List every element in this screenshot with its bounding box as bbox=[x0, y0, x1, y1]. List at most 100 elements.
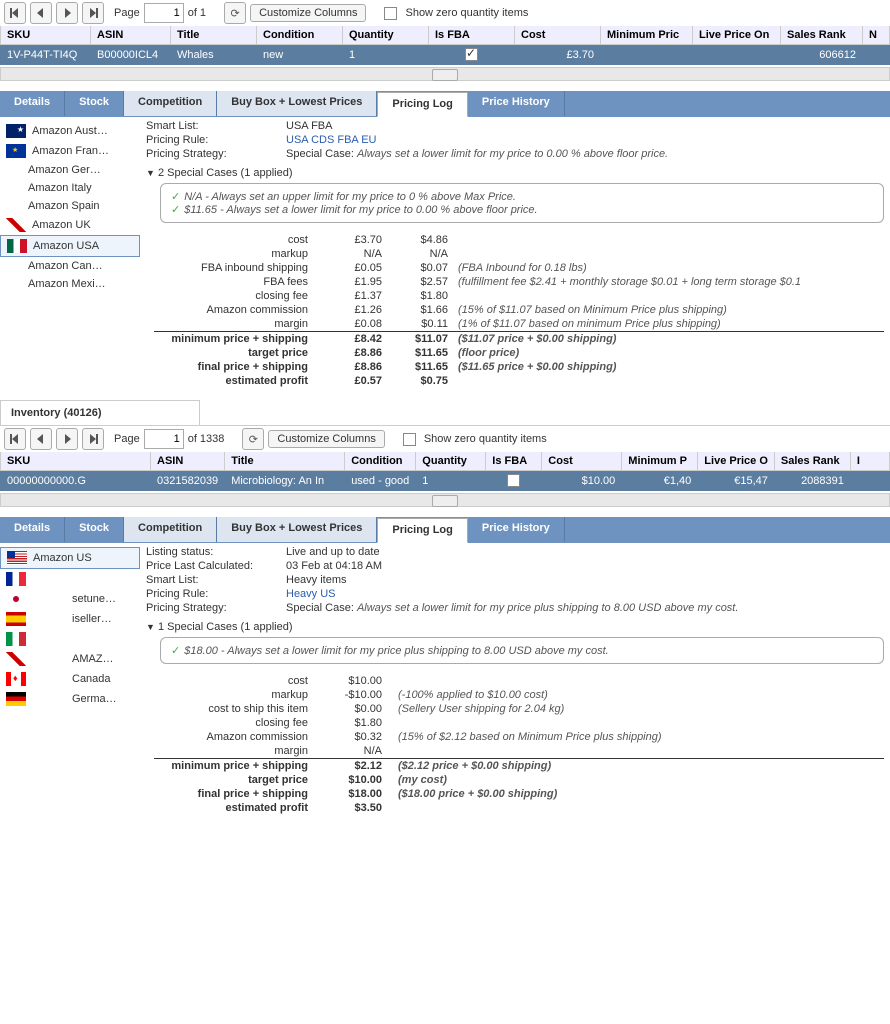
col-title[interactable]: Title bbox=[225, 452, 345, 471]
col-liveprice[interactable]: Live Price On bbox=[693, 26, 781, 45]
show-zero-checkbox[interactable] bbox=[403, 433, 416, 446]
tab-competition[interactable]: Competition bbox=[124, 91, 217, 116]
special-case-item: ✓$18.00 - Always set a lower limit for m… bbox=[171, 644, 873, 657]
last-page-button[interactable] bbox=[82, 2, 104, 24]
customize-columns-button[interactable]: Customize Columns bbox=[268, 430, 384, 448]
col-salesrank[interactable]: Sales Rank bbox=[781, 26, 863, 45]
mp-italy[interactable] bbox=[0, 629, 140, 649]
cost-value-2: $1.66 bbox=[394, 304, 454, 316]
first-page-button[interactable] bbox=[4, 428, 26, 450]
special-cases-header[interactable]: ▼ 1 Special Cases (1 applied) bbox=[146, 621, 884, 633]
mp-amazon-ca[interactable]: Amazon Can… bbox=[0, 257, 140, 275]
col-isfba[interactable]: Is FBA bbox=[429, 26, 515, 45]
col-sku[interactable]: SKU bbox=[1, 26, 91, 45]
flag-eu-icon bbox=[6, 144, 26, 158]
col-extra[interactable]: N bbox=[863, 26, 890, 45]
table-row[interactable]: 1V-P44T-TI4Q B00000ICL4 Whales new 1 £3.… bbox=[1, 45, 890, 65]
refresh-button[interactable]: ⟳ bbox=[224, 2, 246, 24]
cost-label: closing fee bbox=[154, 717, 324, 729]
tab-details[interactable]: Details bbox=[0, 517, 65, 542]
col-cost[interactable]: Cost bbox=[542, 452, 622, 471]
mp-spain[interactable]: iseller… bbox=[0, 609, 140, 629]
page-input[interactable] bbox=[144, 3, 184, 23]
mp-label: Amazon Spain bbox=[28, 200, 100, 212]
tab-buybox[interactable]: Buy Box + Lowest Prices bbox=[217, 91, 377, 116]
table-row[interactable]: 00000000000.G 0321582039 Microbiology: A… bbox=[1, 471, 890, 491]
mp-amazon-mx[interactable]: Amazon Mexi… bbox=[0, 275, 140, 293]
mp-amazon-us[interactable]: Amazon USA bbox=[0, 235, 140, 257]
tab-pricinglog[interactable]: Pricing Log bbox=[377, 518, 468, 543]
col-asin[interactable]: ASIN bbox=[151, 452, 225, 471]
special-cases-header[interactable]: ▼ 2 Special Cases (1 applied) bbox=[146, 167, 884, 179]
col-sku[interactable]: SKU bbox=[1, 452, 151, 471]
smart-list-label: Smart List: bbox=[146, 574, 286, 586]
marketplace-list-1: Amazon Aust… Amazon Fran… Amazon Ger… Am… bbox=[0, 117, 140, 390]
col-title[interactable]: Title bbox=[171, 26, 257, 45]
customize-columns-button[interactable]: Customize Columns bbox=[250, 4, 366, 22]
check-icon: ✓ bbox=[171, 204, 180, 216]
last-page-button[interactable] bbox=[82, 428, 104, 450]
col-condition[interactable]: Condition bbox=[345, 452, 416, 471]
col-extra[interactable]: I bbox=[850, 452, 889, 471]
mp-label: Amazon Italy bbox=[28, 182, 92, 194]
cost-value-1: $18.00 bbox=[324, 788, 394, 800]
mp-amazon-uk[interactable]: Amazon UK bbox=[0, 215, 140, 235]
mp-amazon-es[interactable]: Amazon Spain bbox=[0, 197, 140, 215]
mp-japan[interactable]: setune… bbox=[0, 589, 140, 609]
col-asin[interactable]: ASIN bbox=[91, 26, 171, 45]
mp-amazon-de[interactable]: Amazon Ger… bbox=[0, 161, 140, 179]
mp-uk[interactable]: AMAZ… bbox=[0, 649, 140, 669]
pricing-rule-link[interactable]: USA CDS FBA EU bbox=[286, 134, 884, 146]
show-zero-checkbox[interactable] bbox=[384, 7, 397, 20]
cost-label: margin bbox=[154, 318, 324, 330]
prev-page-button[interactable] bbox=[30, 2, 52, 24]
cell-sku: 1V-P44T-TI4Q bbox=[1, 45, 91, 65]
tab-pricehistory[interactable]: Price History bbox=[468, 517, 565, 542]
cost-value-1: £0.08 bbox=[324, 318, 394, 330]
col-condition[interactable]: Condition bbox=[257, 26, 343, 45]
cell-title: Microbiology: An In bbox=[225, 471, 345, 491]
col-cost[interactable]: Cost bbox=[515, 26, 601, 45]
col-minprice[interactable]: Minimum P bbox=[622, 452, 698, 471]
cell-min: €1,40 bbox=[622, 471, 698, 491]
cost-label: target price bbox=[154, 774, 324, 786]
col-quantity[interactable]: Quantity bbox=[416, 452, 486, 471]
mp-amazon-us[interactable]: Amazon US bbox=[0, 547, 140, 569]
refresh-button[interactable]: ⟳ bbox=[242, 428, 264, 450]
flag-jp-icon bbox=[6, 592, 26, 606]
tab-stock[interactable]: Stock bbox=[65, 517, 124, 542]
col-minprice[interactable]: Minimum Pric bbox=[601, 26, 693, 45]
tab-pricinglog[interactable]: Pricing Log bbox=[377, 92, 468, 117]
tab-pricehistory[interactable]: Price History bbox=[468, 91, 565, 116]
cost-value-1: £1.95 bbox=[324, 276, 394, 288]
col-salesrank[interactable]: Sales Rank bbox=[774, 452, 850, 471]
tab-details[interactable]: Details bbox=[0, 91, 65, 116]
mp-germany[interactable]: Germa… bbox=[0, 689, 140, 709]
tab-stock[interactable]: Stock bbox=[65, 91, 124, 116]
col-liveprice[interactable]: Live Price O bbox=[698, 452, 775, 471]
chevron-down-icon: ▼ bbox=[146, 622, 155, 632]
mp-canada[interactable]: Canada bbox=[0, 669, 140, 689]
mp-label: Amazon Fran… bbox=[32, 145, 109, 157]
mp-amazon-it[interactable]: Amazon Italy bbox=[0, 179, 140, 197]
listing-status-value: Live and up to date bbox=[286, 546, 884, 558]
page-input[interactable] bbox=[144, 429, 184, 449]
tab-competition[interactable]: Competition bbox=[124, 517, 217, 542]
first-page-button[interactable] bbox=[4, 2, 26, 24]
tab-buybox[interactable]: Buy Box + Lowest Prices bbox=[217, 517, 377, 542]
cost-value-1: $0.00 bbox=[324, 703, 394, 715]
mp-amazon-au[interactable]: Amazon Aust… bbox=[0, 121, 140, 141]
pricing-rule-link[interactable]: Heavy US bbox=[286, 588, 884, 600]
col-quantity[interactable]: Quantity bbox=[343, 26, 429, 45]
flag-uk-icon bbox=[6, 652, 26, 666]
cost-row: FBA inbound shipping£0.05$0.07(FBA Inbou… bbox=[154, 261, 884, 275]
col-isfba[interactable]: Is FBA bbox=[486, 452, 542, 471]
horizontal-scrollbar[interactable] bbox=[0, 493, 890, 507]
mp-amazon-fr[interactable]: Amazon Fran… bbox=[0, 141, 140, 161]
horizontal-scrollbar[interactable] bbox=[0, 67, 890, 81]
cell-condition: new bbox=[257, 45, 343, 65]
mp-france[interactable] bbox=[0, 569, 140, 589]
prev-page-button[interactable] bbox=[30, 428, 52, 450]
next-page-button[interactable] bbox=[56, 428, 78, 450]
next-page-button[interactable] bbox=[56, 2, 78, 24]
